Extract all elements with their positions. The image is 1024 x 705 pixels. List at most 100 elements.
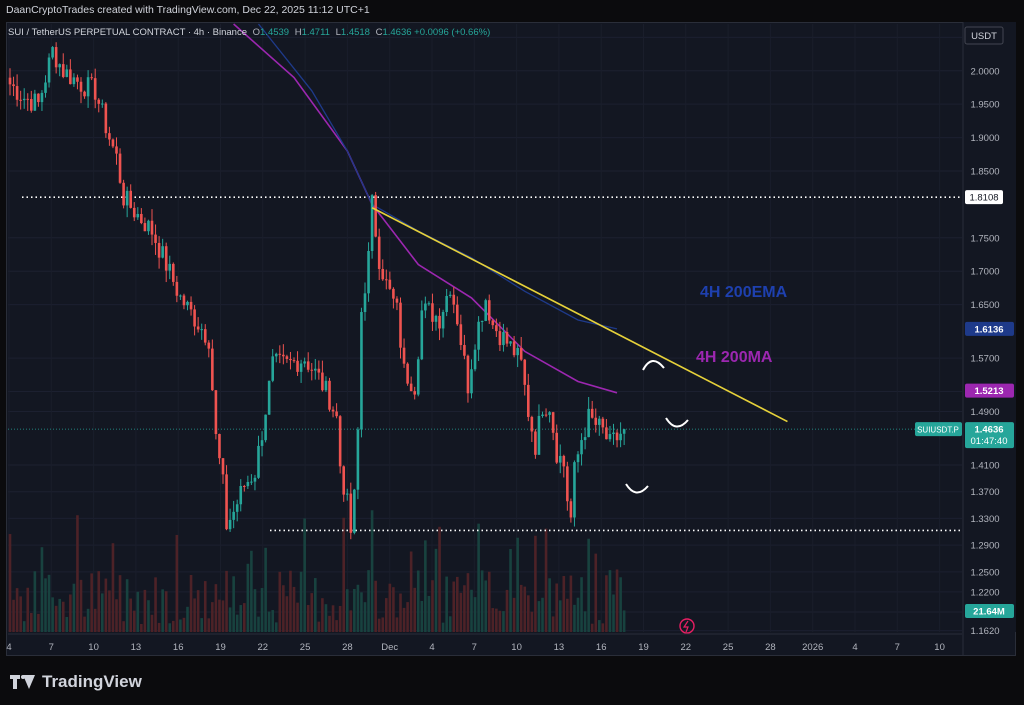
volume-bar [97, 571, 101, 632]
volume-bar [484, 580, 487, 632]
candle-body [239, 486, 243, 505]
candle-body [491, 320, 495, 326]
price-axis[interactable]: 2.05002.00001.95001.90001.85001.75001.70… [962, 22, 1016, 656]
volume-bar [292, 586, 296, 632]
volume-bar [605, 575, 608, 632]
candle-body [285, 356, 289, 359]
volume-bar [125, 579, 129, 632]
price-tag [965, 321, 1014, 336]
volume-bar [519, 584, 523, 632]
volume-bar [395, 617, 399, 632]
candle-body [97, 99, 101, 104]
volume-bar [615, 569, 619, 632]
volume-bar [40, 547, 44, 632]
candle-body [264, 414, 267, 441]
candle-body [576, 454, 580, 463]
volume-bar [480, 570, 484, 632]
price-tick-label: 1.1620 [970, 626, 999, 637]
volume-bar [527, 595, 530, 632]
volume-bar [441, 622, 445, 632]
volume-bar [15, 588, 19, 632]
credit-bar: DaanCryptoTrades created with TradingVie… [0, 0, 1024, 20]
volume-bar [168, 623, 172, 632]
volume-bar [619, 577, 622, 632]
candle-body [416, 359, 420, 395]
candle-body [125, 190, 129, 206]
brand-name: TradingView [42, 672, 142, 691]
candle-body [211, 348, 214, 391]
annotations: 4H 200EMA 4H 200MA [625, 284, 788, 634]
candle-body [363, 293, 367, 313]
volume-bar [154, 577, 157, 632]
candle-body [395, 298, 399, 303]
candle-body [530, 416, 534, 432]
candle-body [402, 347, 406, 364]
candle-body [278, 353, 282, 355]
candle-body [495, 325, 498, 332]
volume-bar [253, 589, 257, 632]
symbol-legend[interactable]: SUI / TetherUS PERPETUAL CONTRACT · 4h ·… [8, 27, 490, 38]
time-tick-label: 25 [723, 642, 734, 653]
candle-body [83, 91, 86, 97]
volume-bar [459, 592, 463, 632]
volume-bar [487, 571, 491, 632]
legend-open: 1.4539 [260, 27, 290, 38]
annotation-ema-label: 4H 200EMA [700, 284, 788, 301]
volume-bar [558, 600, 562, 632]
volume-bar [274, 622, 278, 632]
volume-bar [335, 620, 338, 632]
volume-bar [321, 598, 324, 632]
candle-body [342, 466, 345, 495]
candle-body [172, 263, 175, 282]
volume-bar [228, 607, 232, 632]
time-tick-label: 10 [88, 642, 99, 653]
volume-bar [314, 578, 317, 632]
volume-bar [83, 616, 86, 632]
candle-body [587, 408, 590, 438]
time-tick-label: 28 [342, 642, 353, 653]
volume-bar [367, 570, 370, 632]
candle-body [122, 182, 125, 206]
candle-body [306, 361, 310, 370]
time-tick-label: 2026 [802, 642, 823, 653]
candle-body [161, 246, 164, 258]
volume-bar [182, 617, 186, 632]
price-tick-label: 1.7500 [970, 233, 999, 244]
candle-body [104, 103, 108, 134]
volume-bar [289, 570, 292, 632]
top-arc-marker [642, 360, 665, 371]
candle-body [69, 69, 72, 85]
time-tick-label: 4 [429, 642, 434, 653]
volume-bar [555, 583, 558, 632]
annotation-ma-label: 4H 200MA [696, 349, 773, 366]
price-tick-label: 1.2900 [970, 541, 999, 552]
candle-body [516, 348, 519, 356]
candle-body [30, 99, 33, 111]
volume-bar [246, 563, 250, 632]
candle-body [250, 481, 253, 483]
candle-body [321, 372, 324, 391]
volume-bar [363, 602, 367, 632]
volume-bar [516, 537, 519, 632]
candle-body [115, 146, 118, 154]
candle-body [441, 311, 445, 329]
candle-body [573, 462, 576, 518]
candle-body [221, 458, 225, 475]
candle-body [448, 294, 452, 296]
time-axis[interactable]: 4 7 10 13 16 19 22 25 28 Dec 4 7 10 13 16 19 22 25 28 2026 4… [6, 633, 962, 653]
volume-bar [324, 604, 328, 632]
volume-bar [203, 581, 207, 632]
volume-bar [512, 597, 516, 632]
candle-body [179, 295, 182, 297]
volume-bar [111, 543, 115, 632]
volume-bar [416, 570, 420, 632]
volume-bar [90, 573, 93, 632]
volume-bar [385, 598, 388, 632]
volume-bar [79, 579, 83, 632]
volume-bar [267, 611, 271, 632]
candle-body [480, 320, 484, 322]
price-tick-label: 1.3300 [970, 514, 999, 525]
legend-symbol: SUI / TetherUS PERPETUAL CONTRACT · 4h ·… [8, 27, 247, 38]
candle-body [22, 98, 26, 101]
